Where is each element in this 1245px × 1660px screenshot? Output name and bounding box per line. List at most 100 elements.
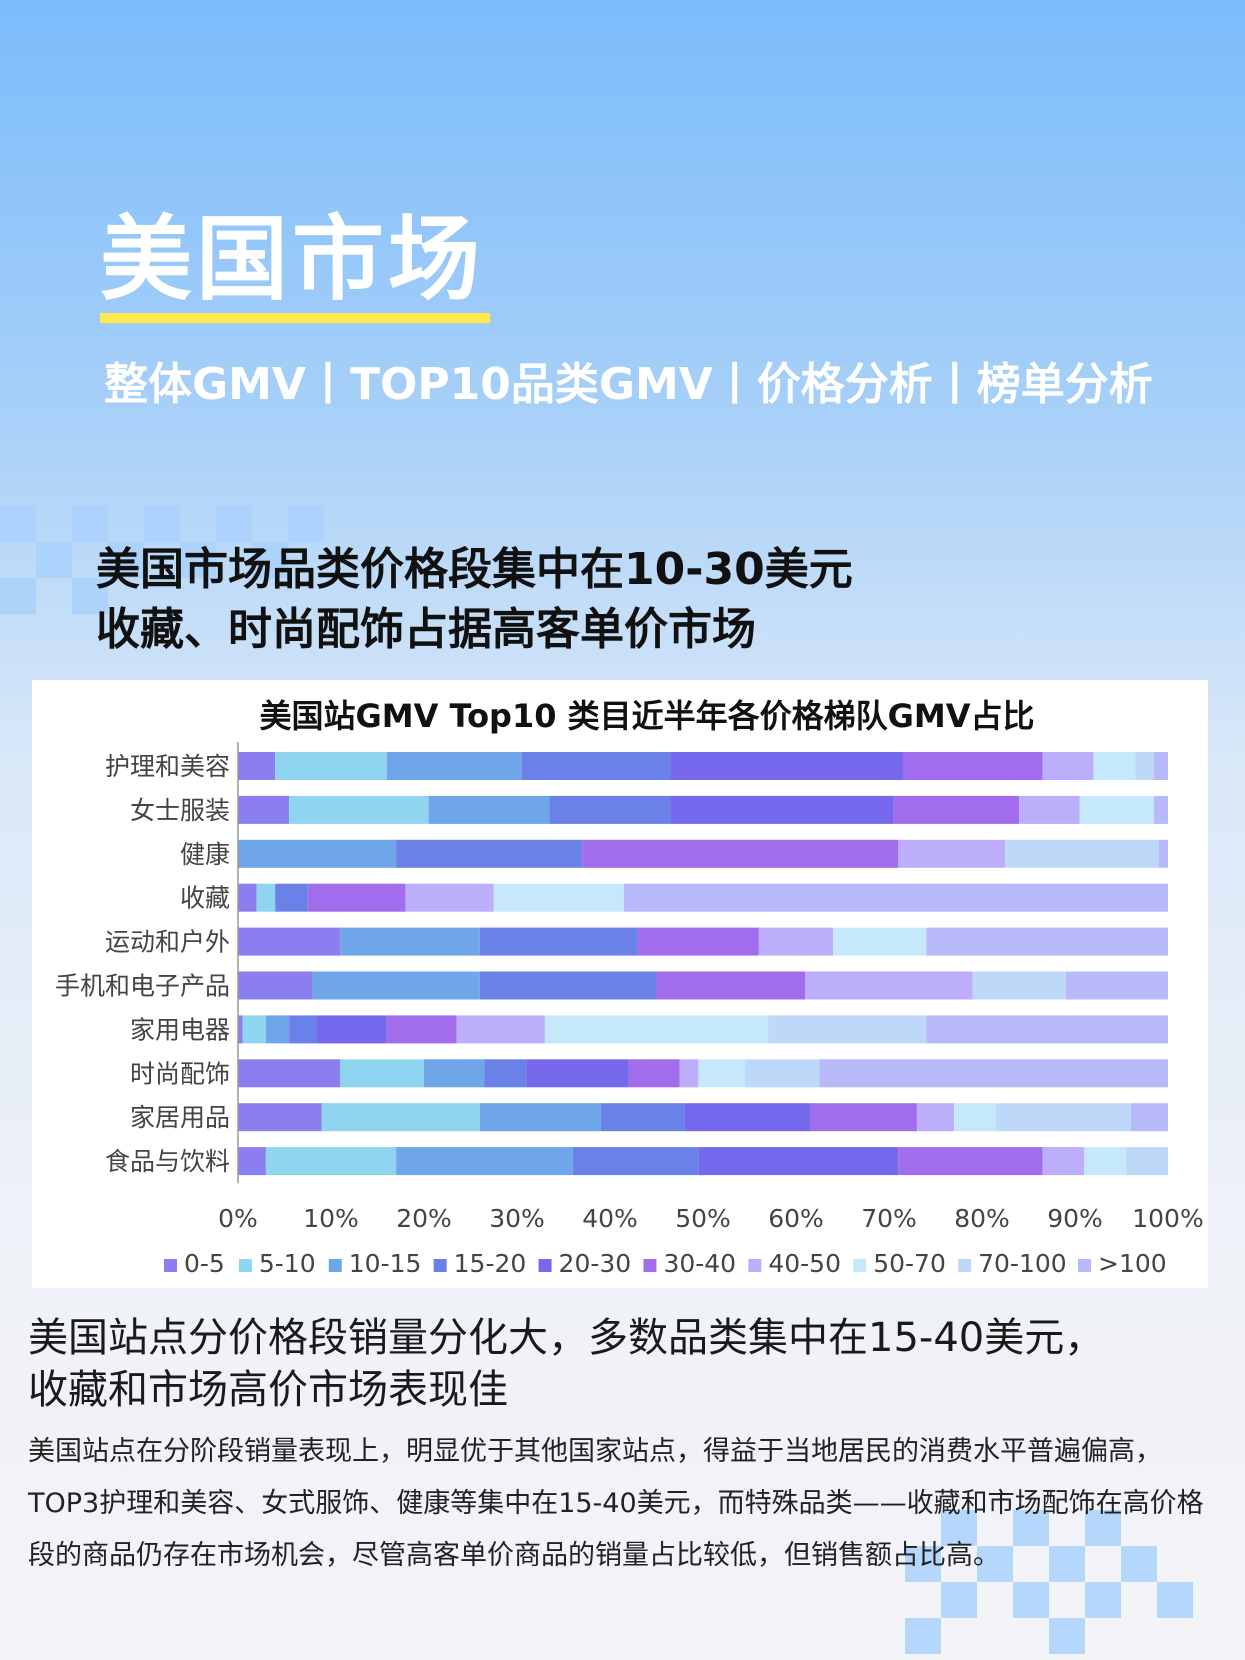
bar-segment xyxy=(902,752,1043,780)
legend-swatch xyxy=(238,1259,252,1272)
bar-segment xyxy=(1154,795,1168,824)
legend-swatch xyxy=(748,1259,762,1272)
bar-segment xyxy=(265,1147,397,1176)
bar-segment xyxy=(317,1015,387,1044)
bar-segment xyxy=(265,1015,290,1044)
bar-segment xyxy=(1130,1103,1168,1132)
bar-segment xyxy=(238,883,257,912)
bar-segment xyxy=(521,752,671,780)
bar-segment xyxy=(1019,795,1080,824)
bar-segment xyxy=(289,795,429,824)
x-tick-label: 80% xyxy=(954,1204,1010,1233)
bar-segment xyxy=(670,795,894,824)
bar-segment xyxy=(238,1059,341,1088)
bar-segment xyxy=(1079,795,1155,824)
bar-segment xyxy=(544,1015,769,1044)
category-label: 运动和户外 xyxy=(105,928,230,957)
bar-segment xyxy=(1042,1147,1085,1176)
bar-segment xyxy=(238,752,276,780)
bar-segment xyxy=(242,1015,266,1044)
bar-segment xyxy=(549,795,671,824)
bar-segment xyxy=(1158,839,1168,868)
bar-segment xyxy=(484,1059,527,1088)
legend-swatch xyxy=(853,1259,867,1272)
bar-segment xyxy=(396,1147,573,1176)
bar-segment xyxy=(386,752,522,780)
legend-swatch xyxy=(643,1259,657,1272)
page-title: 美国市场 xyxy=(100,206,485,313)
bar-segment xyxy=(238,839,397,868)
bar-segment xyxy=(768,1015,927,1044)
bar-segment xyxy=(819,1059,1168,1088)
bar-segment xyxy=(275,752,387,780)
x-tick-label: 60% xyxy=(768,1204,824,1233)
section-heading-line-2: 收藏和市场高价市场表现佳 xyxy=(28,1367,508,1413)
legend-swatch xyxy=(433,1259,447,1272)
x-tick-label: 10% xyxy=(303,1204,359,1233)
legend-label: 15-20 xyxy=(454,1249,527,1278)
legend-swatch xyxy=(328,1259,342,1272)
x-tick-label: 90% xyxy=(1047,1204,1103,1233)
bar-segment xyxy=(321,1103,480,1132)
bar-segment xyxy=(805,971,973,1000)
bar-segment xyxy=(1084,1147,1127,1176)
legend-label: 10-15 xyxy=(349,1249,422,1278)
bar-segment xyxy=(238,1147,266,1176)
category-label: 女士服装 xyxy=(130,796,230,825)
category-label: 食品与饮料 xyxy=(105,1147,230,1176)
headline: 美国市场品类价格段集中在10-30美元 收藏、时尚配饰占据高客单价市场 xyxy=(96,540,853,660)
bar-segment xyxy=(256,883,276,912)
bar-segment xyxy=(479,927,638,956)
bar-segment xyxy=(405,883,494,912)
bar-segment xyxy=(995,1103,1131,1132)
bar-segment xyxy=(637,927,759,956)
section-heading: 美国站点分价格段销量分化大，多数品类集中在15-40美元， 收藏和市场高价市场表… xyxy=(28,1312,1104,1416)
bar-segment xyxy=(698,1059,745,1088)
category-label: 家居用品 xyxy=(130,1103,230,1132)
bar-segment xyxy=(424,1059,485,1088)
bar-segment xyxy=(238,1015,243,1044)
bar-segment xyxy=(275,883,308,912)
bar-segment xyxy=(916,1103,955,1132)
bar-segment xyxy=(479,1103,601,1132)
bar-segment xyxy=(428,795,550,824)
bar-segment xyxy=(972,971,1066,1000)
x-tick-label: 0% xyxy=(218,1204,258,1233)
legend-swatch xyxy=(958,1259,972,1272)
page-subtitle: 整体GMV丨TOP10品类GMV丨价格分析丨榜单分析 xyxy=(104,359,1153,410)
bar-segment xyxy=(479,971,657,1000)
bar-segment xyxy=(623,883,1168,912)
category-label: 护理和美容 xyxy=(105,752,230,781)
bar-segment xyxy=(898,1147,1043,1176)
bar-segment xyxy=(926,1015,1168,1044)
bar-segment xyxy=(628,1059,680,1088)
bar-segment xyxy=(238,971,313,1000)
bar-segment xyxy=(396,839,583,868)
bar-segment xyxy=(809,1103,917,1132)
bar-segment xyxy=(893,795,1020,824)
headline-line-2: 收藏、时尚配饰占据高客单价市场 xyxy=(96,604,756,655)
bar-segment xyxy=(312,971,480,1000)
chart-card: 美国站GMV Top10 类目近半年各价格梯队GMV占比 护理和美容女士服装健康… xyxy=(32,680,1208,1288)
bar-segment xyxy=(572,1147,699,1176)
bar-segment xyxy=(340,1059,424,1088)
bar-segment xyxy=(1065,971,1168,1000)
legend-label: 30-40 xyxy=(663,1249,736,1278)
section-heading-line-1: 美国站点分价格段销量分化大，多数品类集中在15-40美元， xyxy=(28,1315,1105,1361)
category-label: 手机和电子产品 xyxy=(55,972,230,1001)
legend-label: 0-5 xyxy=(184,1249,225,1278)
bar-segment xyxy=(684,1103,810,1132)
category-label: 健康 xyxy=(180,840,230,869)
category-label: 时尚配饰 xyxy=(130,1059,230,1088)
decorative-checker-top xyxy=(0,506,340,616)
bar-segment xyxy=(238,1103,322,1132)
legend-swatch xyxy=(164,1259,177,1272)
chart-title: 美国站GMV Top10 类目近半年各价格梯队GMV占比 xyxy=(259,697,1034,735)
bar-segment xyxy=(582,839,899,868)
bar-segment xyxy=(758,927,834,956)
bar-segment xyxy=(744,1059,820,1088)
bar-segment xyxy=(1154,752,1168,780)
stacked-bar-chart: 美国站GMV Top10 类目近半年各价格梯队GMV占比 护理和美容女士服装健康… xyxy=(55,697,1204,1278)
category-label: 家用电器 xyxy=(130,1015,230,1044)
bar-segment xyxy=(1042,752,1094,780)
